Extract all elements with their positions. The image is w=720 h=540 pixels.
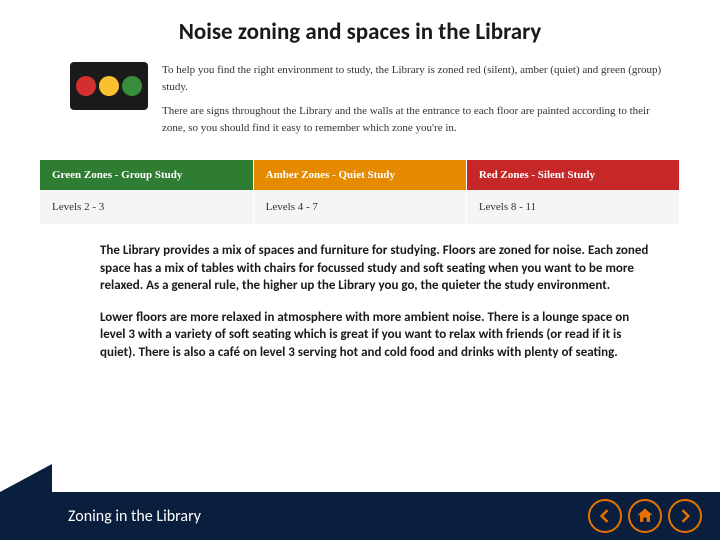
prev-button[interactable]	[588, 499, 622, 533]
home-button[interactable]	[628, 499, 662, 533]
zone-red-header: Red Zones - Silent Study	[466, 160, 679, 190]
chevron-left-icon	[595, 506, 615, 526]
footer-bar: Zoning in the Library	[0, 492, 720, 540]
next-button[interactable]	[668, 499, 702, 533]
intro-p2: There are signs throughout the Library a…	[162, 103, 670, 136]
zone-red-levels: Levels 8 - 11	[466, 190, 679, 224]
zone-amber-levels: Levels 4 - 7	[253, 190, 466, 224]
nav-controls	[588, 499, 702, 533]
intro-section: To help you find the right environment t…	[0, 58, 720, 154]
light-amber	[99, 76, 119, 96]
zone-header-row: Green Zones - Group Study Amber Zones - …	[40, 160, 680, 190]
footer-label: Zoning in the Library	[68, 507, 201, 526]
intro-text: To help you find the right environment t…	[162, 62, 670, 144]
zone-green-levels: Levels 2 - 3	[40, 190, 253, 224]
intro-p1: To help you find the right environment t…	[162, 62, 670, 95]
body-p2: Lower floors are more relaxed in atmosph…	[100, 309, 650, 362]
body-text: The Library provides a mix of spaces and…	[0, 224, 720, 383]
zone-green-header: Green Zones - Group Study	[40, 160, 253, 190]
zone-levels-row: Levels 2 - 3 Levels 4 - 7 Levels 8 - 11	[40, 190, 680, 224]
traffic-light-icon	[70, 62, 148, 110]
zone-table: Green Zones - Group Study Amber Zones - …	[40, 160, 680, 224]
footer-wedge	[0, 464, 52, 492]
page-title: Noise zoning and spaces in the Library	[0, 0, 720, 58]
zone-amber-header: Amber Zones - Quiet Study	[253, 160, 466, 190]
light-red	[76, 76, 96, 96]
home-icon	[635, 506, 655, 526]
chevron-right-icon	[675, 506, 695, 526]
light-green	[122, 76, 142, 96]
body-p1: The Library provides a mix of spaces and…	[100, 242, 650, 295]
